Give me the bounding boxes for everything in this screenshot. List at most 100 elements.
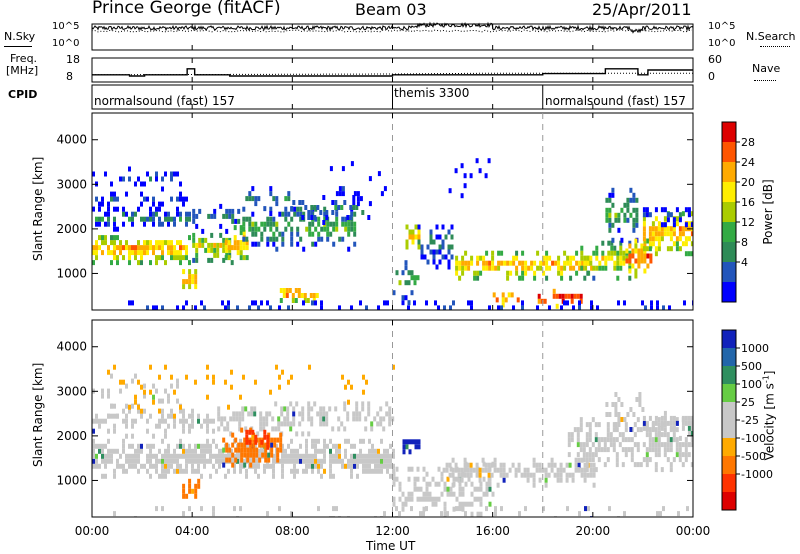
velocity-cell bbox=[654, 462, 658, 468]
power-cell bbox=[288, 288, 292, 293]
velocity-cell bbox=[582, 452, 586, 458]
power-cell bbox=[684, 236, 688, 242]
power-cell bbox=[672, 222, 676, 228]
power-cell bbox=[131, 221, 134, 227]
velocity-cell bbox=[642, 457, 646, 463]
velocity-cell bbox=[281, 443, 284, 449]
velocity-cell bbox=[584, 506, 587, 512]
velocity-cell bbox=[170, 453, 173, 459]
velocity-cell bbox=[597, 447, 601, 453]
velocity-cell bbox=[523, 467, 527, 473]
power-cell bbox=[338, 191, 342, 197]
velocity-cell bbox=[355, 401, 359, 407]
power-cell bbox=[518, 275, 522, 281]
velocity-cell bbox=[203, 453, 206, 459]
power-cell bbox=[242, 255, 246, 261]
velocity-cell bbox=[576, 432, 580, 438]
velocity-cell bbox=[482, 491, 486, 497]
velocity-cell bbox=[473, 486, 477, 492]
power-cell bbox=[194, 269, 198, 275]
power-cell bbox=[654, 216, 658, 222]
power-cell bbox=[251, 226, 255, 232]
power-cell bbox=[632, 207, 636, 213]
velocity-cell bbox=[470, 501, 474, 507]
velocity-cell bbox=[245, 468, 248, 474]
power-cell bbox=[149, 240, 152, 246]
velocity-cell bbox=[104, 418, 107, 424]
power-cell bbox=[540, 298, 544, 304]
freq-tick-top: 18 bbox=[66, 53, 80, 66]
velocity-cell bbox=[591, 452, 595, 458]
power-cell bbox=[170, 240, 173, 246]
velocity-cell bbox=[352, 411, 356, 417]
power-cell bbox=[632, 192, 636, 198]
velocity-cell bbox=[517, 467, 521, 473]
power-cell bbox=[137, 240, 140, 246]
velocity-cell bbox=[191, 408, 194, 414]
power-cell bbox=[683, 300, 686, 306]
y-tick-label: 4000 bbox=[56, 340, 87, 354]
power-cell bbox=[257, 196, 261, 202]
velocity-cell bbox=[281, 448, 284, 454]
velocity-cell bbox=[588, 452, 592, 458]
power-cell bbox=[227, 245, 231, 251]
power-cell bbox=[579, 293, 583, 299]
power-cell bbox=[417, 234, 421, 240]
power-cell bbox=[173, 245, 176, 251]
velocity-cell bbox=[107, 453, 110, 459]
power-cell bbox=[656, 300, 659, 306]
power-cell bbox=[341, 166, 345, 172]
velocity-cell bbox=[95, 443, 98, 449]
velocity-cell bbox=[197, 478, 201, 484]
velocity-cell bbox=[479, 486, 483, 492]
velocity-cell bbox=[290, 458, 293, 464]
velocity-cell bbox=[576, 452, 580, 458]
power-cell bbox=[320, 305, 323, 310]
velocity-cell bbox=[281, 369, 284, 375]
velocity-cell bbox=[654, 420, 658, 426]
power-cell bbox=[263, 226, 267, 232]
velocity-cell bbox=[164, 388, 167, 394]
power-cell bbox=[228, 247, 232, 253]
velocity-cell bbox=[690, 415, 693, 421]
velocity-cell bbox=[359, 438, 362, 444]
velocity-cell bbox=[382, 426, 386, 432]
power-cell bbox=[296, 241, 300, 247]
power-cell bbox=[570, 293, 574, 299]
velocity-cell bbox=[200, 473, 203, 479]
velocity-cell bbox=[591, 457, 595, 463]
velocity-cell bbox=[469, 462, 473, 468]
velocity-cell bbox=[532, 477, 536, 483]
power-cell bbox=[167, 221, 170, 227]
velocity-cell bbox=[122, 448, 125, 454]
velocity-cell bbox=[428, 481, 432, 487]
velocity-cell bbox=[276, 437, 280, 443]
power-cell bbox=[201, 237, 205, 243]
velocity-cell bbox=[681, 442, 685, 448]
velocity-cell bbox=[380, 458, 383, 464]
power-cell bbox=[170, 176, 173, 182]
power-cell bbox=[110, 240, 113, 246]
velocity-cell bbox=[518, 511, 521, 517]
velocity-cell bbox=[654, 452, 658, 458]
velocity-cell bbox=[264, 442, 268, 448]
power-cell bbox=[222, 242, 226, 248]
velocity-cell bbox=[276, 452, 280, 458]
velocity-cell bbox=[490, 472, 494, 478]
power-cell bbox=[302, 211, 306, 217]
power-cell bbox=[194, 284, 198, 290]
power-cell bbox=[95, 250, 98, 256]
power-cell bbox=[152, 216, 155, 222]
power-cell bbox=[429, 234, 433, 240]
velocity-cell bbox=[227, 453, 230, 459]
noise-right-tick-bottom: 10^0 bbox=[708, 38, 736, 49]
velocity-cell bbox=[212, 379, 215, 385]
power-cell bbox=[245, 310, 248, 315]
power-cell bbox=[119, 250, 122, 256]
power-cell bbox=[341, 216, 345, 222]
velocity-cell bbox=[140, 408, 143, 414]
power-cell bbox=[92, 171, 95, 177]
velocity-cell bbox=[627, 437, 631, 443]
velocity-cell bbox=[666, 442, 670, 448]
power-cell bbox=[263, 221, 267, 227]
